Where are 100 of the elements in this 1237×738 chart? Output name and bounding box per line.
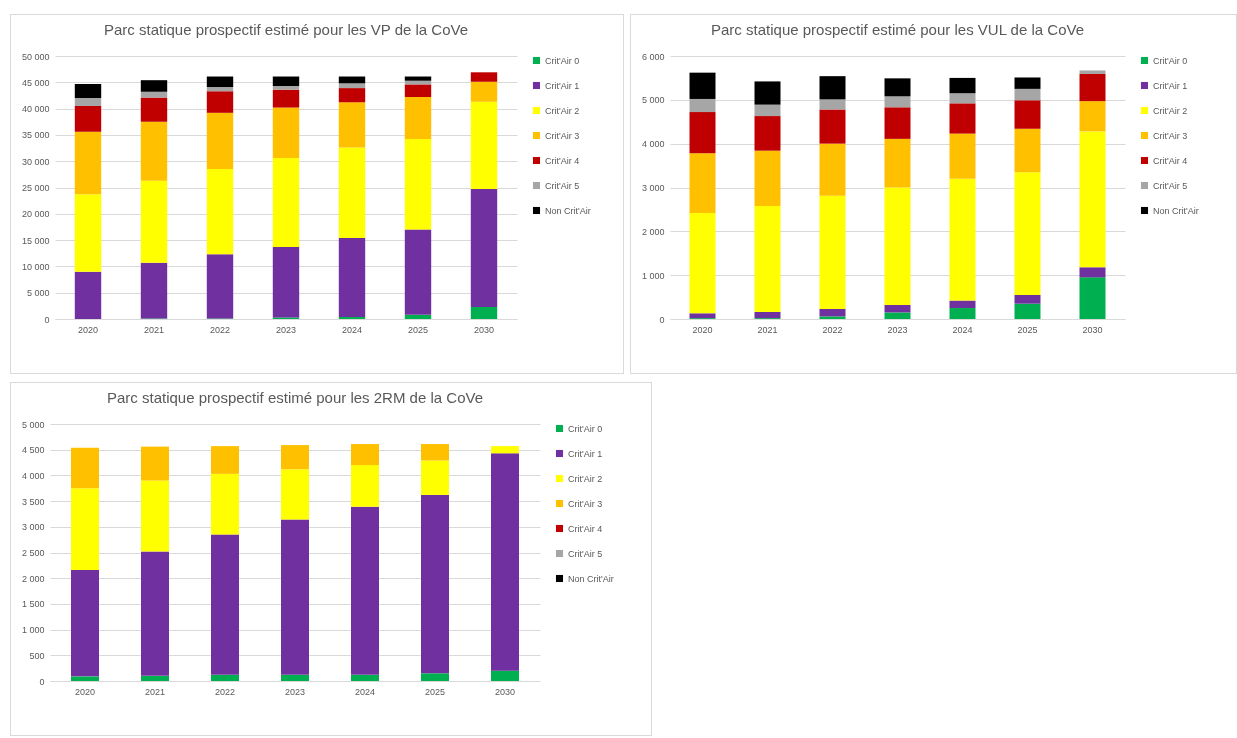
bar	[206, 169, 234, 255]
y-tick-label: 2 000	[641, 226, 665, 237]
bar	[206, 91, 234, 113]
bar	[1014, 172, 1041, 295]
y-tick-label: 4 500	[21, 445, 45, 456]
bar	[351, 444, 379, 466]
y-tick-label: 4 000	[21, 470, 45, 481]
bar	[71, 569, 99, 677]
bar	[1079, 277, 1106, 319]
bar	[819, 109, 846, 144]
bar	[884, 96, 911, 108]
y-tick-label: 25 000	[21, 183, 50, 193]
y-tick-label: 5 000	[641, 95, 665, 106]
y-tick-label: 5 000	[21, 419, 45, 430]
bar	[754, 205, 781, 312]
bar	[281, 674, 309, 681]
legend-label: Crit'Air 1	[1153, 80, 1188, 91]
y-tick-label: 1 500	[21, 599, 45, 610]
bar	[949, 308, 976, 319]
y-tick-label: 35 000	[21, 130, 50, 141]
bar	[689, 153, 716, 213]
bar	[338, 238, 366, 317]
legend-label: Crit'Air 4	[1153, 155, 1188, 166]
bar	[351, 506, 379, 675]
bar	[689, 98, 716, 113]
chart-title: Parc statique prospectif estimé pour les VP de la CoVe	[103, 21, 469, 38]
bar	[211, 674, 239, 681]
bar	[404, 314, 432, 319]
bar	[470, 189, 498, 307]
bar	[281, 445, 309, 470]
bar	[404, 84, 432, 98]
x-tick-label: 2021	[143, 324, 165, 335]
bar	[338, 88, 366, 103]
x-tick-label: 2023	[887, 324, 908, 335]
x-tick-label: 2020	[692, 324, 713, 335]
x-tick-label: 2023	[275, 324, 297, 335]
bar	[1014, 88, 1041, 101]
bar	[141, 446, 169, 481]
bar	[140, 180, 168, 263]
bar	[74, 271, 102, 319]
bar	[1014, 77, 1041, 89]
bar	[206, 76, 234, 88]
x-tick-label: 2021	[757, 324, 778, 335]
bar	[1014, 128, 1041, 173]
x-tick-label: 2025	[424, 686, 446, 697]
bar	[74, 131, 102, 195]
bar	[140, 80, 168, 92]
y-tick-label: 20 000	[21, 209, 50, 220]
y-tick-label: 10 000	[21, 261, 50, 272]
bar	[140, 91, 168, 98]
y-tick-label: 2 000	[21, 573, 45, 584]
y-tick-label: 0	[39, 676, 45, 687]
y-tick-label: 5 000	[26, 288, 50, 299]
y-tick-label: 3 000	[21, 522, 45, 533]
bar	[884, 304, 911, 313]
bar	[141, 551, 169, 676]
bar	[819, 76, 846, 100]
bar	[338, 147, 366, 238]
bar	[421, 444, 449, 461]
bar	[754, 81, 781, 105]
bar	[754, 116, 781, 151]
bar	[491, 453, 519, 671]
bar	[404, 97, 432, 140]
bar	[819, 195, 846, 309]
y-tick-label: 0	[659, 314, 665, 325]
bar	[1014, 100, 1041, 129]
x-tick-label: 2023	[284, 686, 306, 697]
x-tick-label: 2021	[144, 686, 166, 697]
bar	[689, 212, 716, 314]
legend-label: Crit'Air 5	[1153, 180, 1188, 191]
bar	[421, 673, 449, 681]
legend-label: Non Crit'Air	[1153, 205, 1199, 216]
bar	[272, 246, 300, 318]
bar	[211, 473, 239, 535]
bar	[491, 446, 519, 454]
bar	[272, 76, 300, 86]
bar	[272, 158, 300, 247]
legend-label: Crit'Air 0	[545, 55, 580, 66]
bar	[1079, 70, 1106, 74]
bar	[351, 465, 379, 507]
y-tick-label: 6 000	[641, 51, 665, 62]
bar	[754, 150, 781, 206]
bar	[819, 99, 846, 110]
bar	[140, 97, 168, 122]
bar	[338, 83, 366, 89]
bar	[949, 93, 976, 104]
x-tick-label: 2022	[214, 686, 236, 697]
bar	[1014, 294, 1041, 304]
bar	[819, 308, 846, 317]
bar	[1079, 73, 1106, 102]
legend-label: Crit'Air 2	[545, 105, 580, 116]
x-tick-label: 2030	[473, 324, 495, 335]
bar	[74, 105, 102, 132]
bar	[470, 306, 498, 319]
bar	[141, 675, 169, 681]
bar	[421, 460, 449, 495]
legend-label: Crit'Air 3	[568, 498, 603, 509]
bar	[689, 112, 716, 154]
legend-label: Crit'Air 4	[568, 523, 603, 534]
legend-label: Crit'Air 5	[568, 548, 603, 559]
